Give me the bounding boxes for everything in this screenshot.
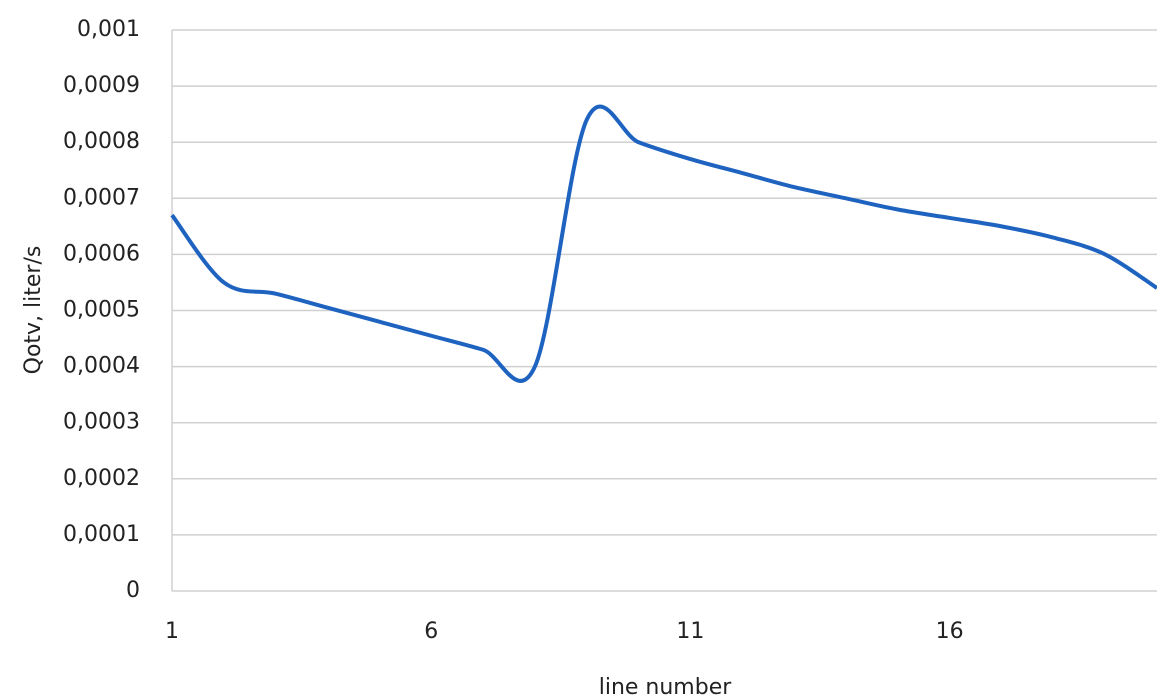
y-tick-label: 0,0008 xyxy=(63,129,140,154)
y-tick-label: 0,0009 xyxy=(63,73,140,98)
x-tick-label: 6 xyxy=(424,619,438,644)
y-tick-label: 0 xyxy=(126,578,140,603)
x-tick-label: 11 xyxy=(676,619,704,644)
x-tick-label: 16 xyxy=(936,619,964,644)
y-tick-label: 0,0002 xyxy=(63,466,140,491)
y-axis-label: Qotv, liter/s xyxy=(21,246,46,375)
y-tick-label: 0,0003 xyxy=(63,410,140,435)
y-tick-label: 0,0001 xyxy=(63,522,140,547)
x-axis-label: line number xyxy=(599,675,733,700)
y-tick-label: 0,001 xyxy=(77,17,140,42)
y-tick-label: 0,0006 xyxy=(63,241,140,266)
x-tick-label: 1 xyxy=(165,619,179,644)
y-tick-label: 0,0005 xyxy=(63,298,140,323)
y-tick-label: 0,0004 xyxy=(63,354,140,379)
y-tick-label: 0,0007 xyxy=(63,185,140,210)
data-line xyxy=(170,104,1157,383)
